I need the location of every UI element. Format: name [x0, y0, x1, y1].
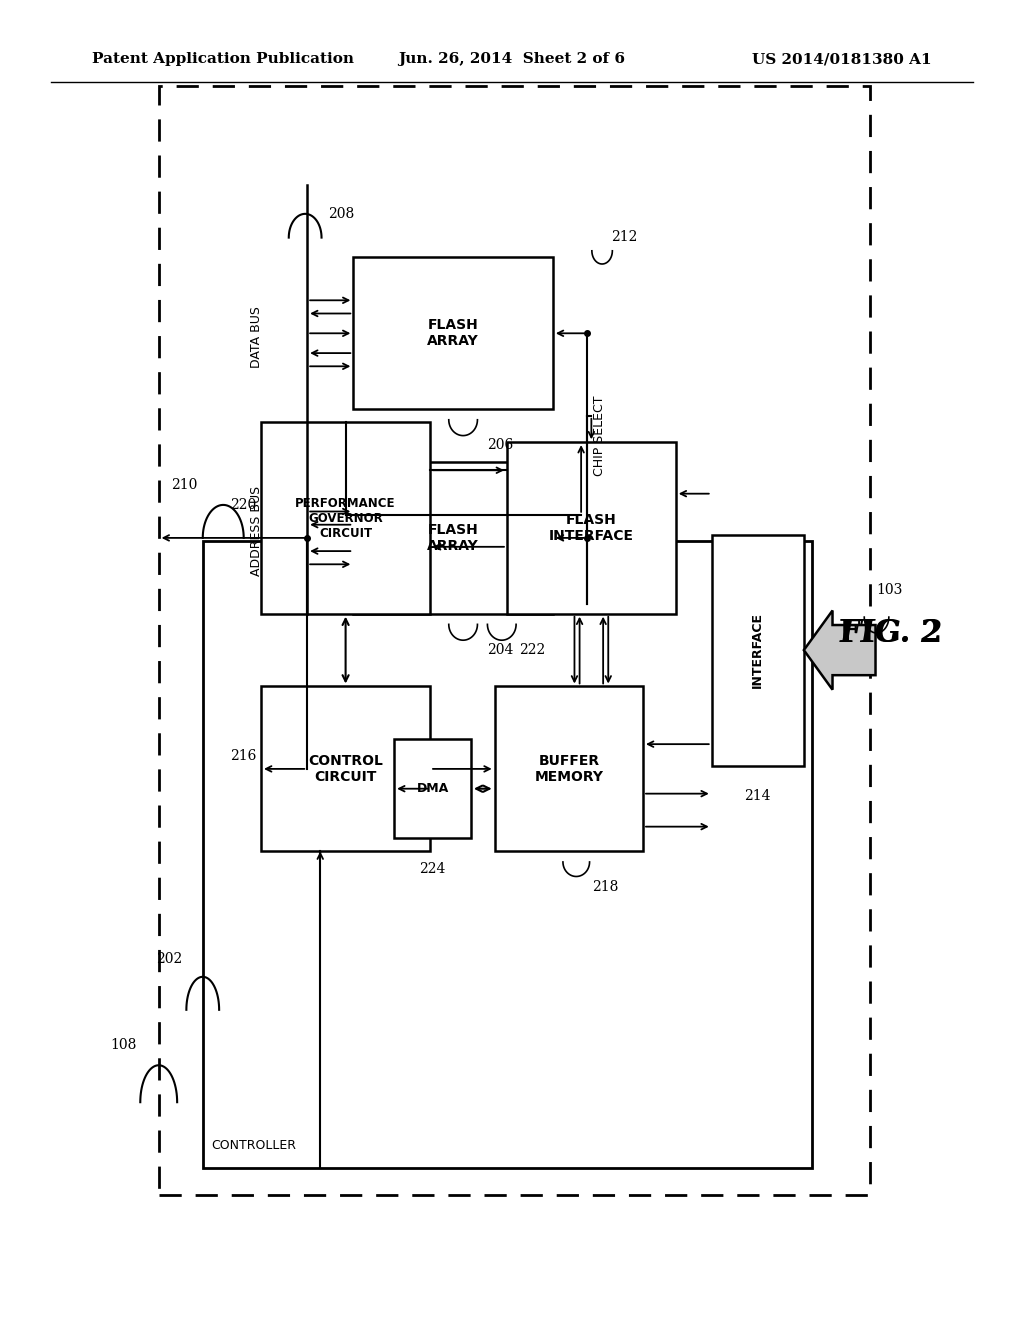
- Text: 218: 218: [592, 880, 618, 895]
- Text: 103: 103: [877, 583, 903, 597]
- Text: DATA BUS: DATA BUS: [250, 306, 262, 367]
- Text: 108: 108: [110, 1038, 136, 1052]
- Text: FLASH
INTERFACE: FLASH INTERFACE: [549, 513, 634, 543]
- Text: BUFFER
MEMORY: BUFFER MEMORY: [535, 754, 603, 784]
- Text: 204: 204: [487, 643, 514, 657]
- Text: US 2014/0181380 A1: US 2014/0181380 A1: [753, 53, 932, 66]
- Text: ADDRESS BUS: ADDRESS BUS: [250, 486, 262, 576]
- Text: FLASH
ARRAY: FLASH ARRAY: [427, 523, 479, 553]
- Text: 216: 216: [229, 748, 256, 763]
- Text: FLASH
ARRAY: FLASH ARRAY: [427, 318, 479, 348]
- Bar: [261, 686, 430, 851]
- Text: Patent Application Publication: Patent Application Publication: [92, 53, 354, 66]
- Text: FIG. 2: FIG. 2: [840, 618, 942, 649]
- Text: 208: 208: [328, 207, 354, 220]
- Text: CHIP SELECT: CHIP SELECT: [593, 396, 605, 475]
- Text: 224: 224: [420, 862, 445, 876]
- Text: PERFORMANCE
GOVERNOR
CIRCUIT: PERFORMANCE GOVERNOR CIRCUIT: [295, 496, 396, 540]
- Bar: [495, 686, 643, 851]
- Bar: [353, 257, 553, 409]
- Text: FIG. 2: FIG. 2: [840, 618, 942, 649]
- Bar: [261, 422, 430, 614]
- Text: 206: 206: [487, 438, 514, 453]
- Bar: [353, 462, 553, 614]
- Text: 202: 202: [156, 952, 182, 966]
- Text: 210: 210: [171, 478, 198, 491]
- Bar: [203, 541, 812, 1168]
- Text: 212: 212: [611, 230, 638, 244]
- Text: INTERFACE: INTERFACE: [752, 612, 764, 688]
- Bar: [507, 442, 676, 614]
- Text: CONTROLLER: CONTROLLER: [211, 1139, 296, 1152]
- Text: Jun. 26, 2014  Sheet 2 of 6: Jun. 26, 2014 Sheet 2 of 6: [398, 53, 626, 66]
- FancyArrow shape: [804, 610, 876, 689]
- Text: 214: 214: [744, 789, 771, 804]
- Text: 222: 222: [519, 643, 546, 657]
- Bar: [159, 86, 870, 1195]
- Text: 220: 220: [229, 498, 256, 512]
- Text: CONTROL
CIRCUIT: CONTROL CIRCUIT: [308, 754, 383, 784]
- Text: DMA: DMA: [417, 783, 449, 795]
- Bar: [712, 535, 804, 766]
- Bar: [394, 739, 471, 838]
